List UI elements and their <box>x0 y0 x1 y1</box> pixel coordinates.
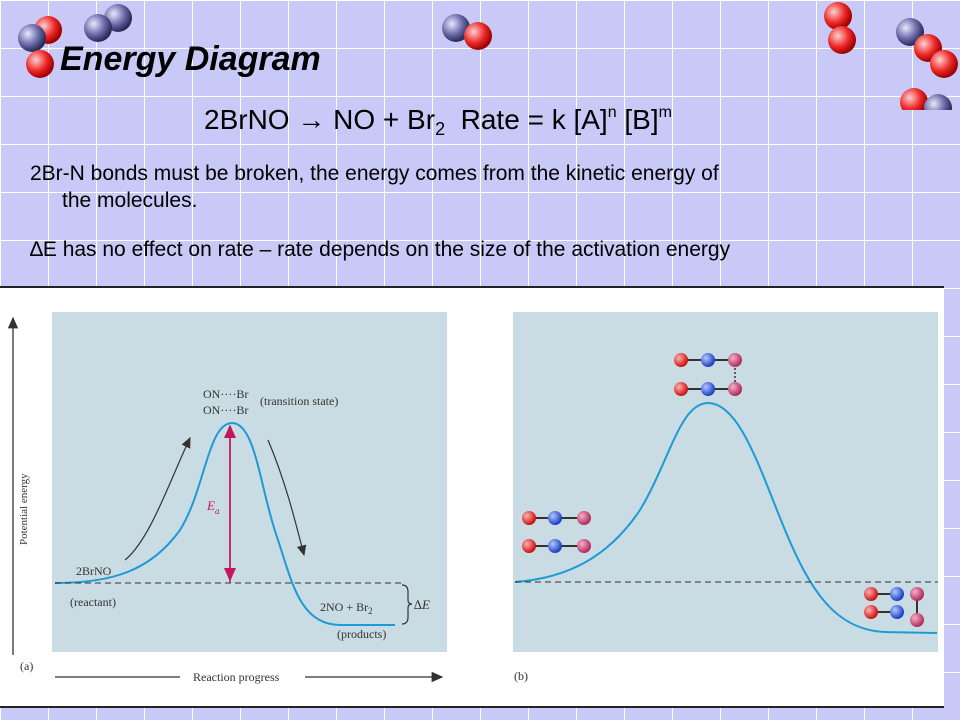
y-axis-label: Potential energy <box>18 473 30 545</box>
eq-arrow: → <box>297 104 326 135</box>
transition-state-molecules-graphic <box>674 353 742 396</box>
eq-reactant: 2BrNO <box>204 104 290 135</box>
product-formula: 2NO + Br2 <box>320 600 373 616</box>
eq-exp-n: n <box>607 104 617 121</box>
bullet-bond-breaking: 2Br-N bonds must be broken, the energy c… <box>30 160 930 214</box>
transition-state-line-2: ON····Br <box>203 403 248 417</box>
eq-products-subscript: 2 <box>435 119 446 139</box>
eq-rate-b: [B] <box>616 104 659 135</box>
ea-letter: E <box>206 498 215 513</box>
product-molecules-graphic <box>864 587 924 627</box>
eq-exp-m: m <box>658 104 672 121</box>
slide-title: Energy Diagram <box>60 40 321 78</box>
molecule-decor-1 <box>18 16 62 78</box>
molecule-decor-6 <box>900 88 952 110</box>
falling-progress-arrow <box>267 439 307 557</box>
panel-a-label: (a) <box>20 659 33 673</box>
delta-e-label: ∆E <box>414 597 430 612</box>
rising-progress-arrow <box>124 436 191 561</box>
molecule-decor-2 <box>84 4 132 42</box>
product-note: (products) <box>337 627 386 641</box>
bullet-1-line-1: 2Br-N bonds must be broken, the energy c… <box>30 162 719 185</box>
bullet-1-line-2: the molecules. <box>62 189 198 212</box>
decor-molecules <box>18 2 958 110</box>
bullet-delta-e: ∆E has no effect on rate – rate depends … <box>30 238 731 261</box>
panel-b-curve <box>514 401 938 634</box>
eq-rate: Rate = k [A] <box>460 104 608 135</box>
molecule-decor-5 <box>896 18 958 78</box>
energy-diagram-figure: Potential energy Reaction progress (a) E… <box>7 316 938 684</box>
reaction-equation: 2BrNO → NO + Br2 Rate = k [A]n [B]m <box>204 104 672 140</box>
x-axis-label: Reaction progress <box>193 670 280 684</box>
panel-b-label: (b) <box>514 669 528 683</box>
reactant-note: (reactant) <box>70 595 116 609</box>
molecule-decor-4 <box>824 2 856 54</box>
ea-subscript: a <box>215 506 220 516</box>
delta-e-brace <box>401 584 413 625</box>
transition-state-line-1: ON····Br <box>203 387 248 401</box>
ea-label: Ea <box>206 498 220 516</box>
product-formula-main: 2NO + Br <box>320 600 368 614</box>
eq-products: NO + Br <box>333 104 436 135</box>
panel-a-curve <box>54 421 395 626</box>
reactant-formula: 2BrNO <box>76 564 112 578</box>
product-formula-subscript: 2 <box>368 606 373 616</box>
molecule-decor-3 <box>442 14 492 50</box>
panel-a-background <box>52 312 447 652</box>
transition-state-note: (transition state) <box>260 394 338 408</box>
figure-bottom-rule <box>0 706 944 708</box>
figure-top-rule <box>0 286 944 288</box>
reactant-molecules-graphic <box>522 511 591 553</box>
